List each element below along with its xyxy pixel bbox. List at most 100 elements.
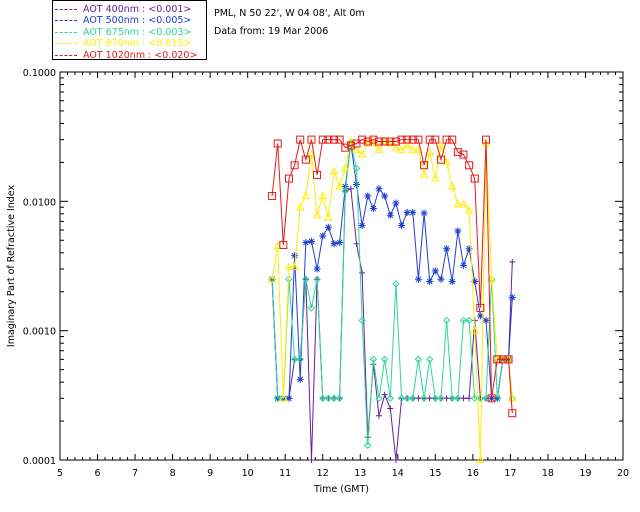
data-point [507, 393, 517, 402]
data-point [336, 239, 344, 247]
data-point [397, 145, 406, 153]
y-tick-label: 0.0010 [23, 327, 56, 338]
data-point [296, 355, 304, 364]
data-point [296, 375, 304, 383]
legend-label: AOT 1020nm : <0.020> [83, 49, 198, 61]
legend-swatch [55, 8, 77, 10]
x-tick-label: 12 [317, 468, 329, 479]
data-point [403, 394, 411, 402]
data-point [465, 161, 474, 170]
data-point [476, 394, 485, 402]
data-point [353, 240, 360, 247]
data-point [369, 355, 378, 364]
x-tick-label: 5 [57, 468, 63, 479]
data-point [330, 240, 338, 248]
data-point [335, 394, 344, 402]
data-point [364, 192, 372, 200]
data-point [471, 277, 479, 285]
data-point [381, 192, 389, 200]
data-point [301, 155, 310, 164]
legend: AOT 400nm : <0.001> AOT 500nm : <0.005> AO… [52, 0, 207, 61]
y-tick-label: 0.0100 [23, 197, 56, 208]
data-point [357, 150, 367, 158]
data-point [341, 187, 349, 195]
data-point [386, 137, 395, 146]
data-point [443, 245, 451, 253]
data-point [369, 205, 377, 213]
data-point [340, 163, 350, 172]
data-point [318, 135, 327, 144]
data-point [380, 137, 389, 146]
data-point [358, 135, 367, 144]
data-point [302, 275, 310, 283]
x-tick-label: 8 [170, 468, 176, 479]
series-line [271, 140, 513, 461]
series-layer [267, 135, 517, 463]
data-point [307, 150, 316, 158]
data-point [273, 139, 282, 148]
location-text: PML, N 50 22', W 04 08', Alt 0m [214, 8, 365, 19]
data-point [335, 182, 344, 190]
data-point [459, 316, 468, 325]
data-point [358, 222, 366, 230]
data-point [448, 277, 456, 285]
data-point [392, 199, 400, 207]
data-point [465, 245, 473, 253]
legend-label: AOT 500nm : <0.005> [83, 15, 192, 26]
data-point [470, 174, 479, 183]
data-point [403, 135, 412, 144]
data-point [330, 394, 338, 402]
data-point [313, 265, 321, 273]
data-point [380, 355, 389, 364]
data-point [376, 412, 383, 419]
data-point [426, 277, 434, 285]
data-point [392, 280, 400, 288]
data-point [409, 394, 417, 402]
data-point [408, 145, 418, 153]
data-point [487, 394, 496, 403]
legend-swatch [55, 20, 77, 21]
data-point [307, 135, 316, 144]
data-point [476, 303, 485, 312]
series-5 [268, 135, 517, 418]
data-point [459, 261, 467, 269]
data-point [431, 135, 440, 144]
data-point [459, 150, 468, 159]
data-point [447, 182, 457, 190]
data-point [353, 180, 361, 188]
data-point [268, 275, 276, 283]
data-point [420, 209, 428, 217]
legend-item: AOT 400nm : <0.001> [55, 3, 191, 15]
data-point [437, 394, 445, 402]
x-axis-label: Time (GMT) [313, 484, 369, 495]
data-point [267, 274, 277, 283]
data-point [419, 170, 429, 178]
plot-frame [59, 71, 624, 461]
x-tick-label: 17 [504, 468, 516, 479]
data-point [392, 457, 399, 463]
data-point [498, 355, 507, 364]
x-tick-label: 10 [242, 468, 254, 479]
data-point [324, 394, 333, 402]
legend-item: AOT 1020nm : <0.020> [55, 49, 197, 61]
axis-ticks: 5 6 7 8 9 10 11 12 13 14 15 16 17 18 19 20 0.0001 0.0010 0… [23, 68, 629, 479]
y-axis-label: Imaginary Part of Refractive Index [6, 185, 17, 348]
data-point [397, 394, 406, 402]
data-point [285, 275, 293, 283]
series-line [271, 143, 513, 399]
data-point [375, 137, 384, 146]
x-tick-label: 7 [132, 468, 138, 479]
series-line [271, 139, 513, 414]
series-4 [267, 137, 517, 463]
x-tick-label: 14 [392, 468, 404, 479]
data-point [308, 457, 315, 463]
data-point [291, 252, 299, 260]
data-point [307, 304, 316, 312]
data-point [409, 208, 417, 216]
data-point [301, 191, 311, 199]
data-point [402, 141, 412, 149]
x-tick-label: 16 [467, 468, 479, 479]
legend-item: AOT 870nm : <0.015> [55, 38, 191, 50]
data-point [482, 135, 491, 144]
data-point [369, 135, 378, 144]
